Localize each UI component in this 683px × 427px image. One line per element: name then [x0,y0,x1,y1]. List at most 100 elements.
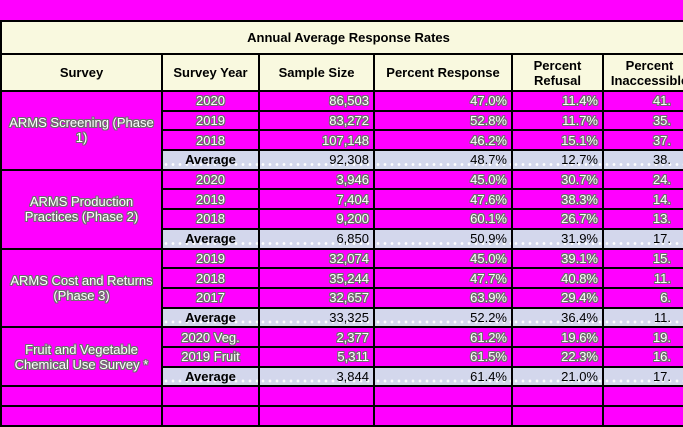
average-label-cell[interactable]: Average [161,365,260,388]
percent-inaccessible-cell[interactable]: 16. [601,345,683,368]
sample-size-cell[interactable]: 86,503 [258,90,375,112]
year-cell[interactable]: 2018 [161,208,260,230]
sample-size-cell[interactable]: 32,074 [258,247,375,270]
percent-refusal-cell[interactable]: 30.7% [511,168,604,191]
survey-name-cell[interactable]: ARMS Screening (Phase 1) [0,90,163,171]
percent-inaccessible-cell[interactable]: 19. [601,326,683,348]
percent-response-cell[interactable]: 52.8% [373,109,513,132]
table-title: Annual Average Response Rates [0,20,683,55]
percent-response-cell[interactable]: 61.5% [373,345,513,368]
empty-cell[interactable] [601,385,683,407]
empty-cell[interactable] [601,405,683,427]
average-sample-size-cell[interactable]: 33,325 [258,306,375,329]
percent-response-cell[interactable]: 60.1% [373,208,513,230]
percent-response-cell[interactable]: 45.0% [373,168,513,191]
percent-response-cell[interactable]: 61.2% [373,326,513,348]
sample-size-cell[interactable]: 32,657 [258,286,375,309]
percent-refusal-cell[interactable]: 29.4% [511,286,604,309]
year-cell[interactable]: 2020 Veg. [161,326,260,348]
column-header-percent-refusal[interactable]: Percent Refusal [511,53,604,92]
empty-cell[interactable] [511,405,604,427]
average-label-cell[interactable]: Average [161,227,260,250]
percent-inaccessible-cell[interactable]: 41. [601,90,683,112]
column-header-survey-year[interactable]: Survey Year [161,53,260,92]
empty-cell[interactable] [258,385,375,407]
column-header-survey[interactable]: Survey [0,53,163,92]
year-cell[interactable]: 2018 [161,129,260,152]
year-cell[interactable]: 2019 [161,109,260,132]
average-label-cell[interactable]: Average [161,306,260,329]
survey-name-cell[interactable]: ARMS Production Practices (Phase 2) [0,168,163,250]
survey-name-cell[interactable]: Fruit and Vegetable Chemical Use Survey … [0,326,163,388]
percent-refusal-cell[interactable]: 38.3% [511,188,604,211]
empty-cell[interactable] [161,385,260,407]
survey-name-cell[interactable]: ARMS Cost and Returns (Phase 3) [0,247,163,329]
percent-response-cell[interactable]: 47.7% [373,267,513,289]
response-rates-table: Annual Average Response Rates Survey Sur… [0,20,683,427]
average-label-cell[interactable]: Average [161,149,260,171]
sample-size-cell[interactable]: 7,404 [258,188,375,211]
sample-size-cell[interactable]: 3,946 [258,168,375,191]
average-sample-size-cell[interactable]: 3,844 [258,365,375,388]
sample-size-cell[interactable]: 5,311 [258,345,375,368]
empty-cell[interactable] [0,385,163,407]
average-percent-response-cell[interactable]: 48.7% [373,149,513,171]
sample-size-cell[interactable]: 2,377 [258,326,375,348]
percent-inaccessible-cell[interactable]: 6. [601,286,683,309]
percent-refusal-cell[interactable]: 19.6% [511,326,604,348]
percent-response-cell[interactable]: 45.0% [373,247,513,270]
year-cell[interactable]: 2017 [161,286,260,309]
average-percent-response-cell[interactable]: 61.4% [373,365,513,388]
average-percent-refusal-cell[interactable]: 36.4% [511,306,604,329]
year-cell[interactable]: 2018 [161,267,260,289]
average-percent-response-cell[interactable]: 52.2% [373,306,513,329]
year-cell[interactable]: 2020 [161,90,260,112]
percent-inaccessible-cell[interactable]: 24. [601,168,683,191]
year-cell[interactable]: 2019 Fruit [161,345,260,368]
column-header-percent-inaccessible[interactable]: Percent Inaccessible [601,53,683,92]
average-percent-refusal-cell[interactable]: 21.0% [511,365,604,388]
top-magenta-band [0,0,683,20]
percent-refusal-cell[interactable]: 15.1% [511,129,604,152]
average-percent-inaccessible-cell[interactable]: 17. [601,227,683,250]
percent-refusal-cell[interactable]: 26.7% [511,208,604,230]
sample-size-cell[interactable]: 107,148 [258,129,375,152]
percent-response-cell[interactable]: 46.2% [373,129,513,152]
percent-response-cell[interactable]: 47.0% [373,90,513,112]
average-percent-inaccessible-cell[interactable]: 38. [601,149,683,171]
year-cell[interactable]: 2019 [161,247,260,270]
column-header-percent-response[interactable]: Percent Response [373,53,513,92]
percent-refusal-cell[interactable]: 11.4% [511,90,604,112]
year-cell[interactable]: 2020 [161,168,260,191]
sample-size-cell[interactable]: 83,272 [258,109,375,132]
average-percent-inaccessible-cell[interactable]: 11. [601,306,683,329]
percent-inaccessible-cell[interactable]: 37. [601,129,683,152]
average-percent-refusal-cell[interactable]: 31.9% [511,227,604,250]
empty-cell[interactable] [373,385,513,407]
percent-inaccessible-cell[interactable]: 14. [601,188,683,211]
percent-refusal-cell[interactable]: 39.1% [511,247,604,270]
empty-cell[interactable] [373,405,513,427]
average-percent-refusal-cell[interactable]: 12.7% [511,149,604,171]
average-percent-inaccessible-cell[interactable]: 17. [601,365,683,388]
percent-response-cell[interactable]: 47.6% [373,188,513,211]
empty-cell[interactable] [0,405,163,427]
percent-inaccessible-cell[interactable]: 13. [601,208,683,230]
empty-cell[interactable] [161,405,260,427]
average-percent-response-cell[interactable]: 50.9% [373,227,513,250]
percent-inaccessible-cell[interactable]: 11. [601,267,683,289]
percent-inaccessible-cell[interactable]: 15. [601,247,683,270]
percent-refusal-cell[interactable]: 22.3% [511,345,604,368]
percent-refusal-cell[interactable]: 11.7% [511,109,604,132]
empty-cell[interactable] [511,385,604,407]
sample-size-cell[interactable]: 9,200 [258,208,375,230]
column-header-sample-size[interactable]: Sample Size [258,53,375,92]
percent-refusal-cell[interactable]: 40.8% [511,267,604,289]
empty-cell[interactable] [258,405,375,427]
sample-size-cell[interactable]: 35,244 [258,267,375,289]
percent-response-cell[interactable]: 63.9% [373,286,513,309]
average-sample-size-cell[interactable]: 92,308 [258,149,375,171]
year-cell[interactable]: 2019 [161,188,260,211]
average-sample-size-cell[interactable]: 6,850 [258,227,375,250]
percent-inaccessible-cell[interactable]: 35. [601,109,683,132]
